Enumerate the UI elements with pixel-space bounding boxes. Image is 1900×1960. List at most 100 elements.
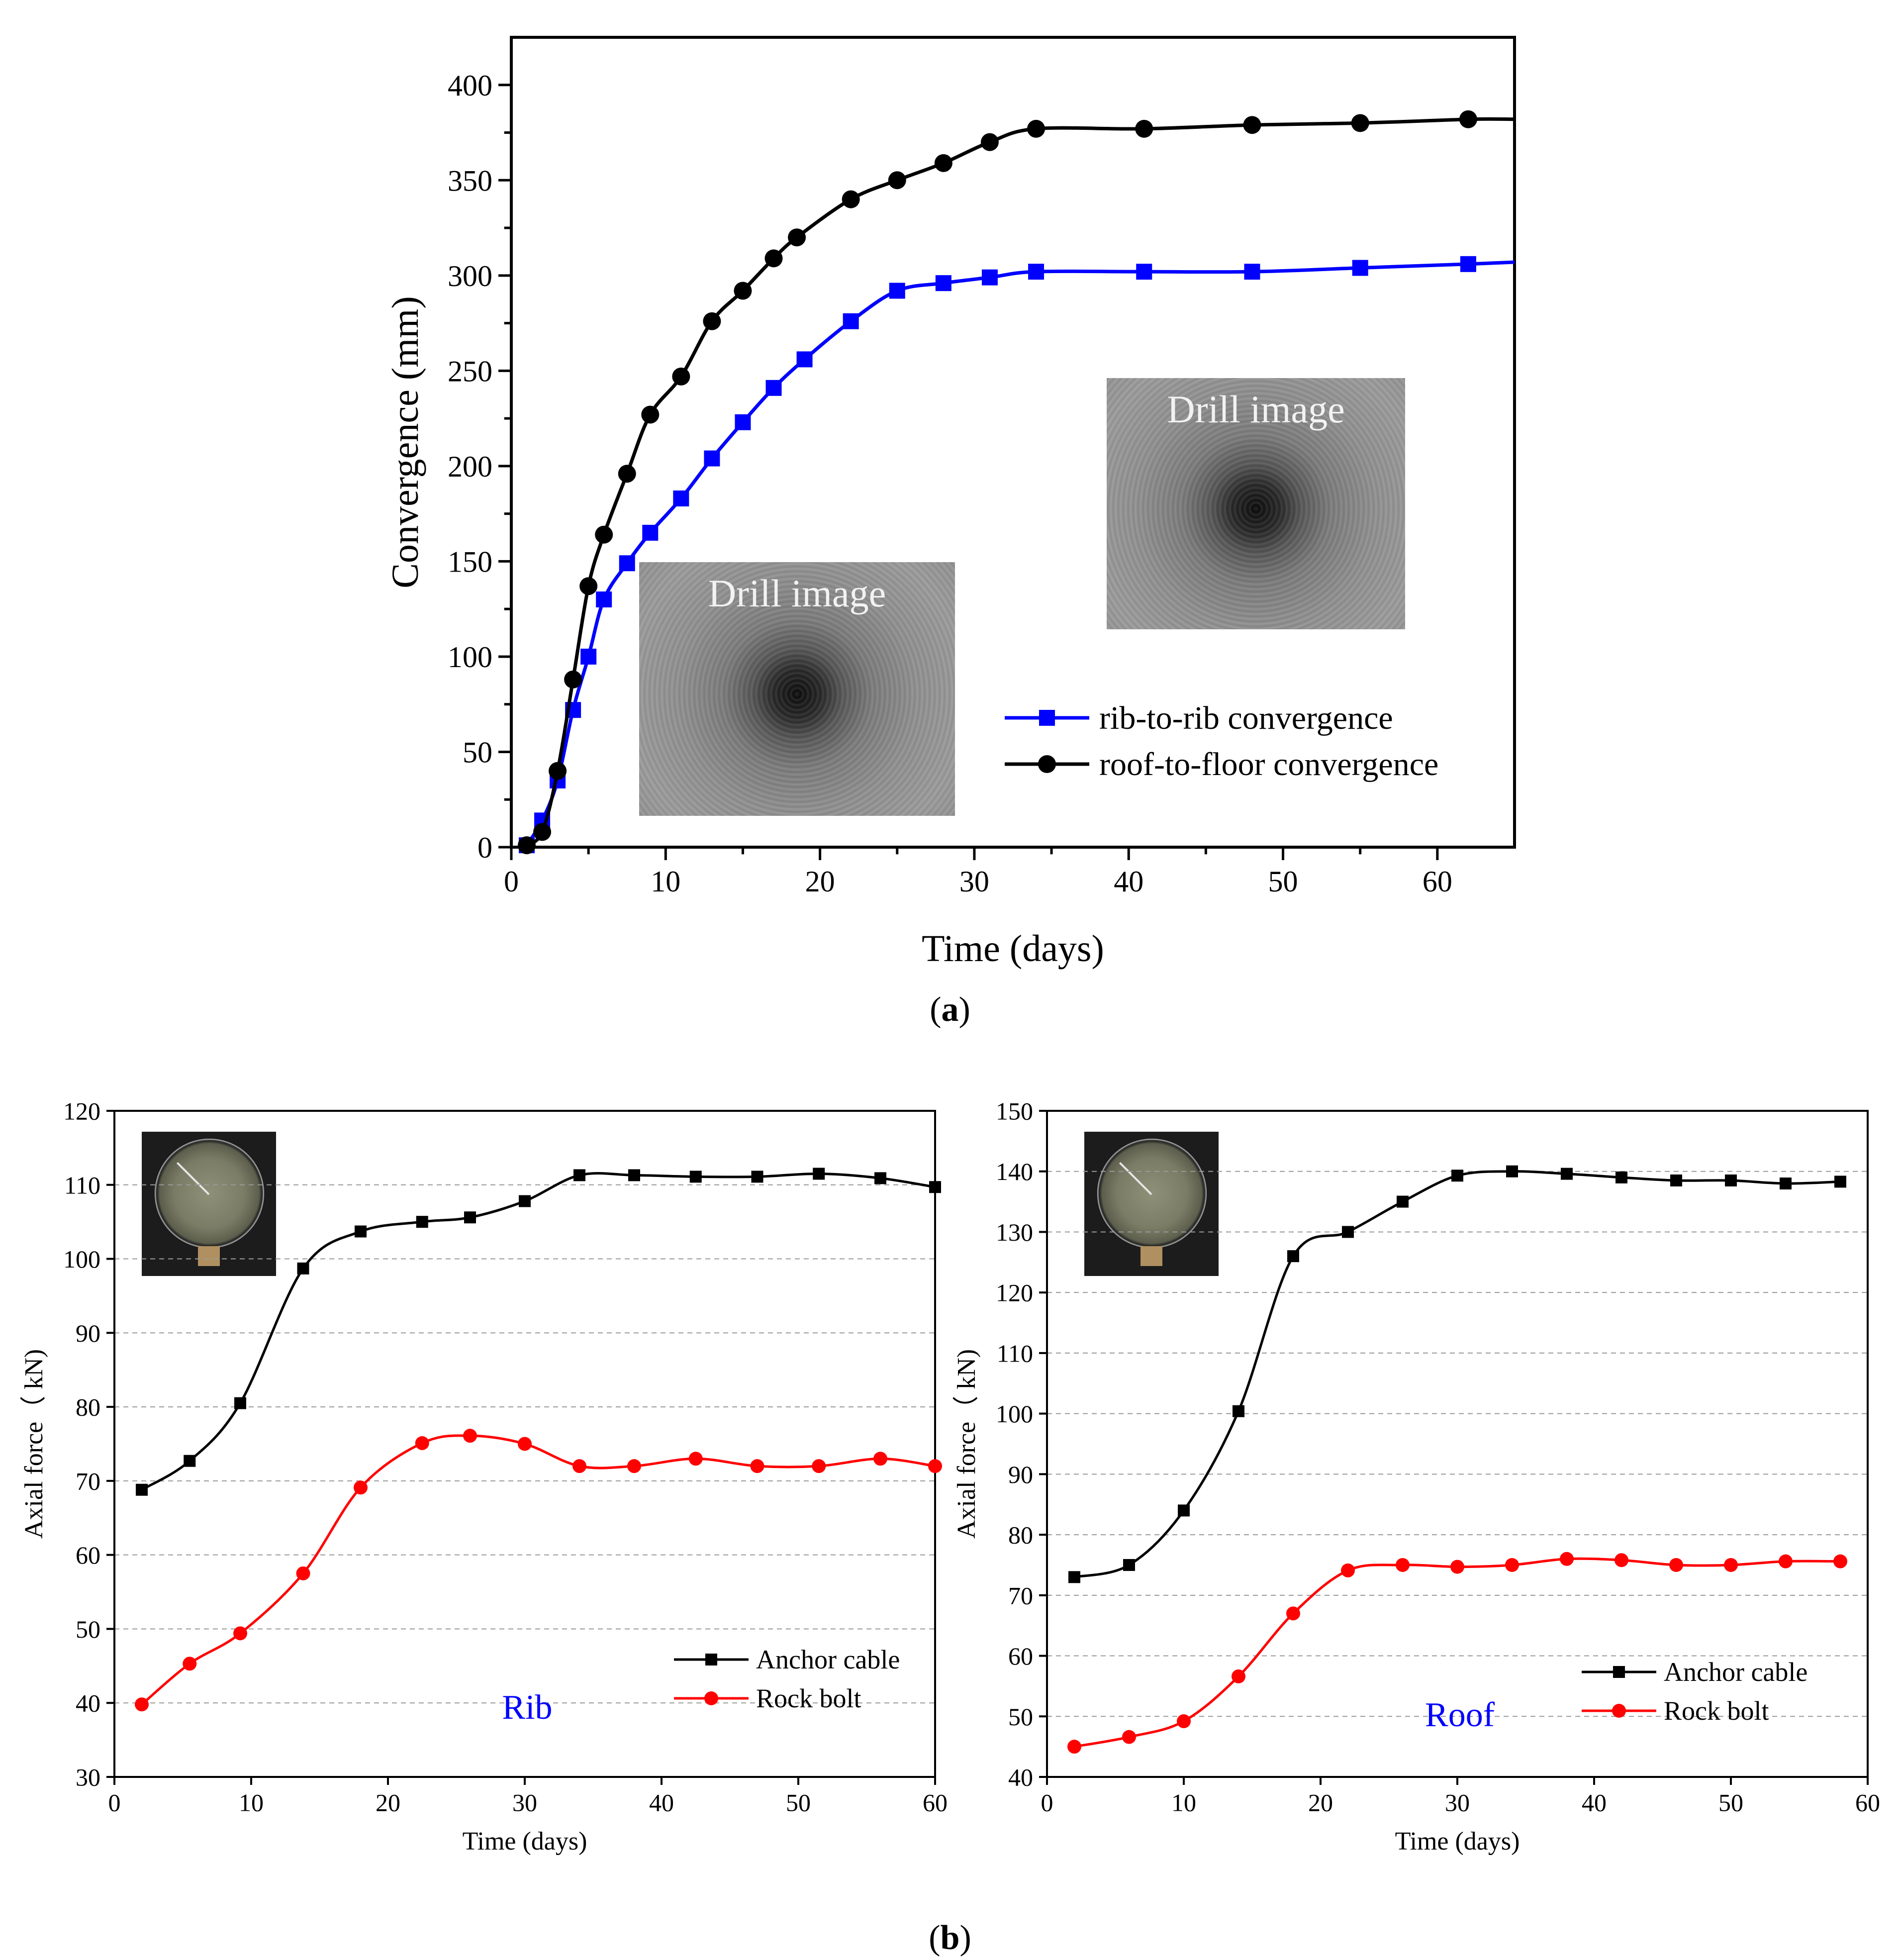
y-axis-label: Convergence (mm)	[384, 296, 426, 588]
data-point-11	[1670, 1174, 1682, 1186]
data-point-0	[1068, 1571, 1080, 1583]
drill-image-2: Drill image	[1107, 378, 1405, 629]
data-point-4	[580, 648, 597, 665]
data-point-8	[1505, 1558, 1519, 1572]
data-point-10	[734, 282, 752, 300]
data-point-1	[533, 823, 552, 841]
y-tick-label-5: 80	[76, 1393, 100, 1421]
data-point-12	[1725, 1174, 1737, 1186]
legend-marker-1	[1612, 1704, 1626, 1718]
y-tick-label-7: 100	[63, 1245, 100, 1273]
y-tick-label-2: 50	[76, 1615, 100, 1643]
legend-label-1: Rock bolt	[1664, 1696, 1769, 1726]
data-point-2	[1178, 1504, 1190, 1517]
data-point-14	[1833, 1554, 1847, 1568]
data-point-3	[1233, 1405, 1244, 1417]
y-tick-label-4: 70	[76, 1467, 100, 1495]
y-axis-label: Axial force（ kN)	[952, 1349, 981, 1539]
chart-rib: 0 10 20 30 40 50 60 30 40 50 60 70 80 90 100 110 120 Time…	[20, 1097, 948, 1856]
x-tick-label-6: 60	[923, 1789, 948, 1817]
data-point-2	[234, 1397, 246, 1409]
series-roof-to-floor	[518, 110, 1515, 855]
y-tick-label-7: 110	[997, 1339, 1033, 1367]
data-point-0	[135, 1697, 149, 1712]
x-tick-label-3: 30	[959, 865, 989, 898]
panel-label-b: (b)	[929, 1919, 971, 1957]
data-point-6	[1396, 1558, 1410, 1572]
data-point-17	[1028, 264, 1045, 280]
data-point-8	[572, 1459, 586, 1473]
plot-frame	[510, 36, 1516, 849]
x-tick-label-5: 50	[1268, 865, 1298, 898]
drill-image-2-label: Drill image	[1167, 388, 1345, 431]
data-point-7	[519, 1195, 531, 1207]
data-point-7	[642, 524, 659, 541]
data-point-4	[1286, 1606, 1300, 1621]
data-point-6	[619, 555, 635, 572]
x-tick-label-0: 0	[108, 1789, 121, 1817]
data-point-11	[1669, 1558, 1683, 1572]
x-tick-label-5: 50	[1718, 1789, 1743, 1817]
x-tick-label-2: 20	[376, 1789, 400, 1817]
y-tick-label-5: 250	[448, 355, 492, 388]
y-tick-label-0: 0	[477, 831, 492, 864]
x-tick-label-3: 30	[1445, 1789, 1470, 1817]
x-tick-label-6: 60	[1423, 865, 1452, 898]
x-tick-label-1: 10	[239, 1789, 264, 1817]
x-tick-label-1: 10	[1171, 1789, 1196, 1817]
series-line	[141, 1172, 936, 1491]
data-point-5	[596, 591, 612, 608]
legend-label-0: Anchor cable	[756, 1645, 900, 1674]
data-point-13	[1779, 1554, 1793, 1568]
data-point-6	[618, 465, 636, 483]
x-axis-label: Time (days)	[1395, 1827, 1520, 1856]
chart-roof: 0 10 20 30 40 50 60 40 50 60 70 80 90 100 110 120 130 140…	[952, 1097, 1880, 1856]
legend-roof: Anchor cable Rock bolt	[1582, 1657, 1807, 1726]
y-tick-label-8: 110	[64, 1171, 100, 1199]
series-rock-bolt	[135, 1429, 942, 1712]
data-point-11	[765, 380, 782, 396]
data-point-3	[1232, 1669, 1245, 1683]
data-point-21	[1460, 256, 1476, 272]
data-point-6	[1397, 1195, 1409, 1208]
data-point-16	[980, 133, 999, 151]
data-point-15	[935, 275, 951, 292]
legend-label-1: roof-to-floor convergence	[1099, 746, 1438, 783]
y-tick-label-6: 90	[76, 1319, 100, 1347]
series-line	[141, 1434, 936, 1706]
x-tick-label-2: 20	[1308, 1789, 1333, 1817]
y-tick-label-10: 140	[996, 1158, 1033, 1185]
y-tick-label-4: 80	[1008, 1521, 1033, 1549]
data-point-11	[750, 1459, 764, 1473]
data-point-7	[641, 405, 660, 424]
y-tick-label-8: 400	[448, 69, 492, 102]
data-point-2	[549, 762, 567, 780]
y-tick-label-2: 100	[448, 641, 492, 674]
data-point-14	[1834, 1176, 1846, 1188]
y-tick-label-7: 350	[448, 164, 492, 197]
data-point-12	[796, 351, 813, 368]
y-tick-label-0: 30	[76, 1764, 100, 1791]
data-point-13	[874, 1172, 886, 1184]
data-point-14	[888, 171, 906, 190]
drill-image-1: Drill image	[639, 562, 955, 816]
y-tick-label-4: 200	[448, 450, 492, 483]
legend-marker-0	[1039, 710, 1055, 726]
y-tick-label-3: 60	[76, 1541, 100, 1569]
data-point-8	[673, 490, 689, 507]
data-point-19	[1244, 264, 1260, 280]
data-point-0	[518, 836, 536, 855]
data-point-6	[464, 1211, 476, 1224]
y-axis-label: Axial force（ kN)	[20, 1349, 48, 1539]
series-anchor-cable	[1068, 1165, 1846, 1583]
data-point-5	[1341, 1563, 1355, 1577]
data-point-0	[136, 1483, 148, 1496]
legend-marker-1	[1038, 755, 1056, 773]
data-point-2	[233, 1626, 247, 1641]
data-point-18	[1136, 264, 1152, 280]
data-point-7	[518, 1437, 532, 1451]
legend-a: rib-to-rib convergence roof-to-floor conv…	[1005, 700, 1438, 783]
data-point-6	[463, 1429, 477, 1443]
data-point-4	[354, 1480, 368, 1495]
